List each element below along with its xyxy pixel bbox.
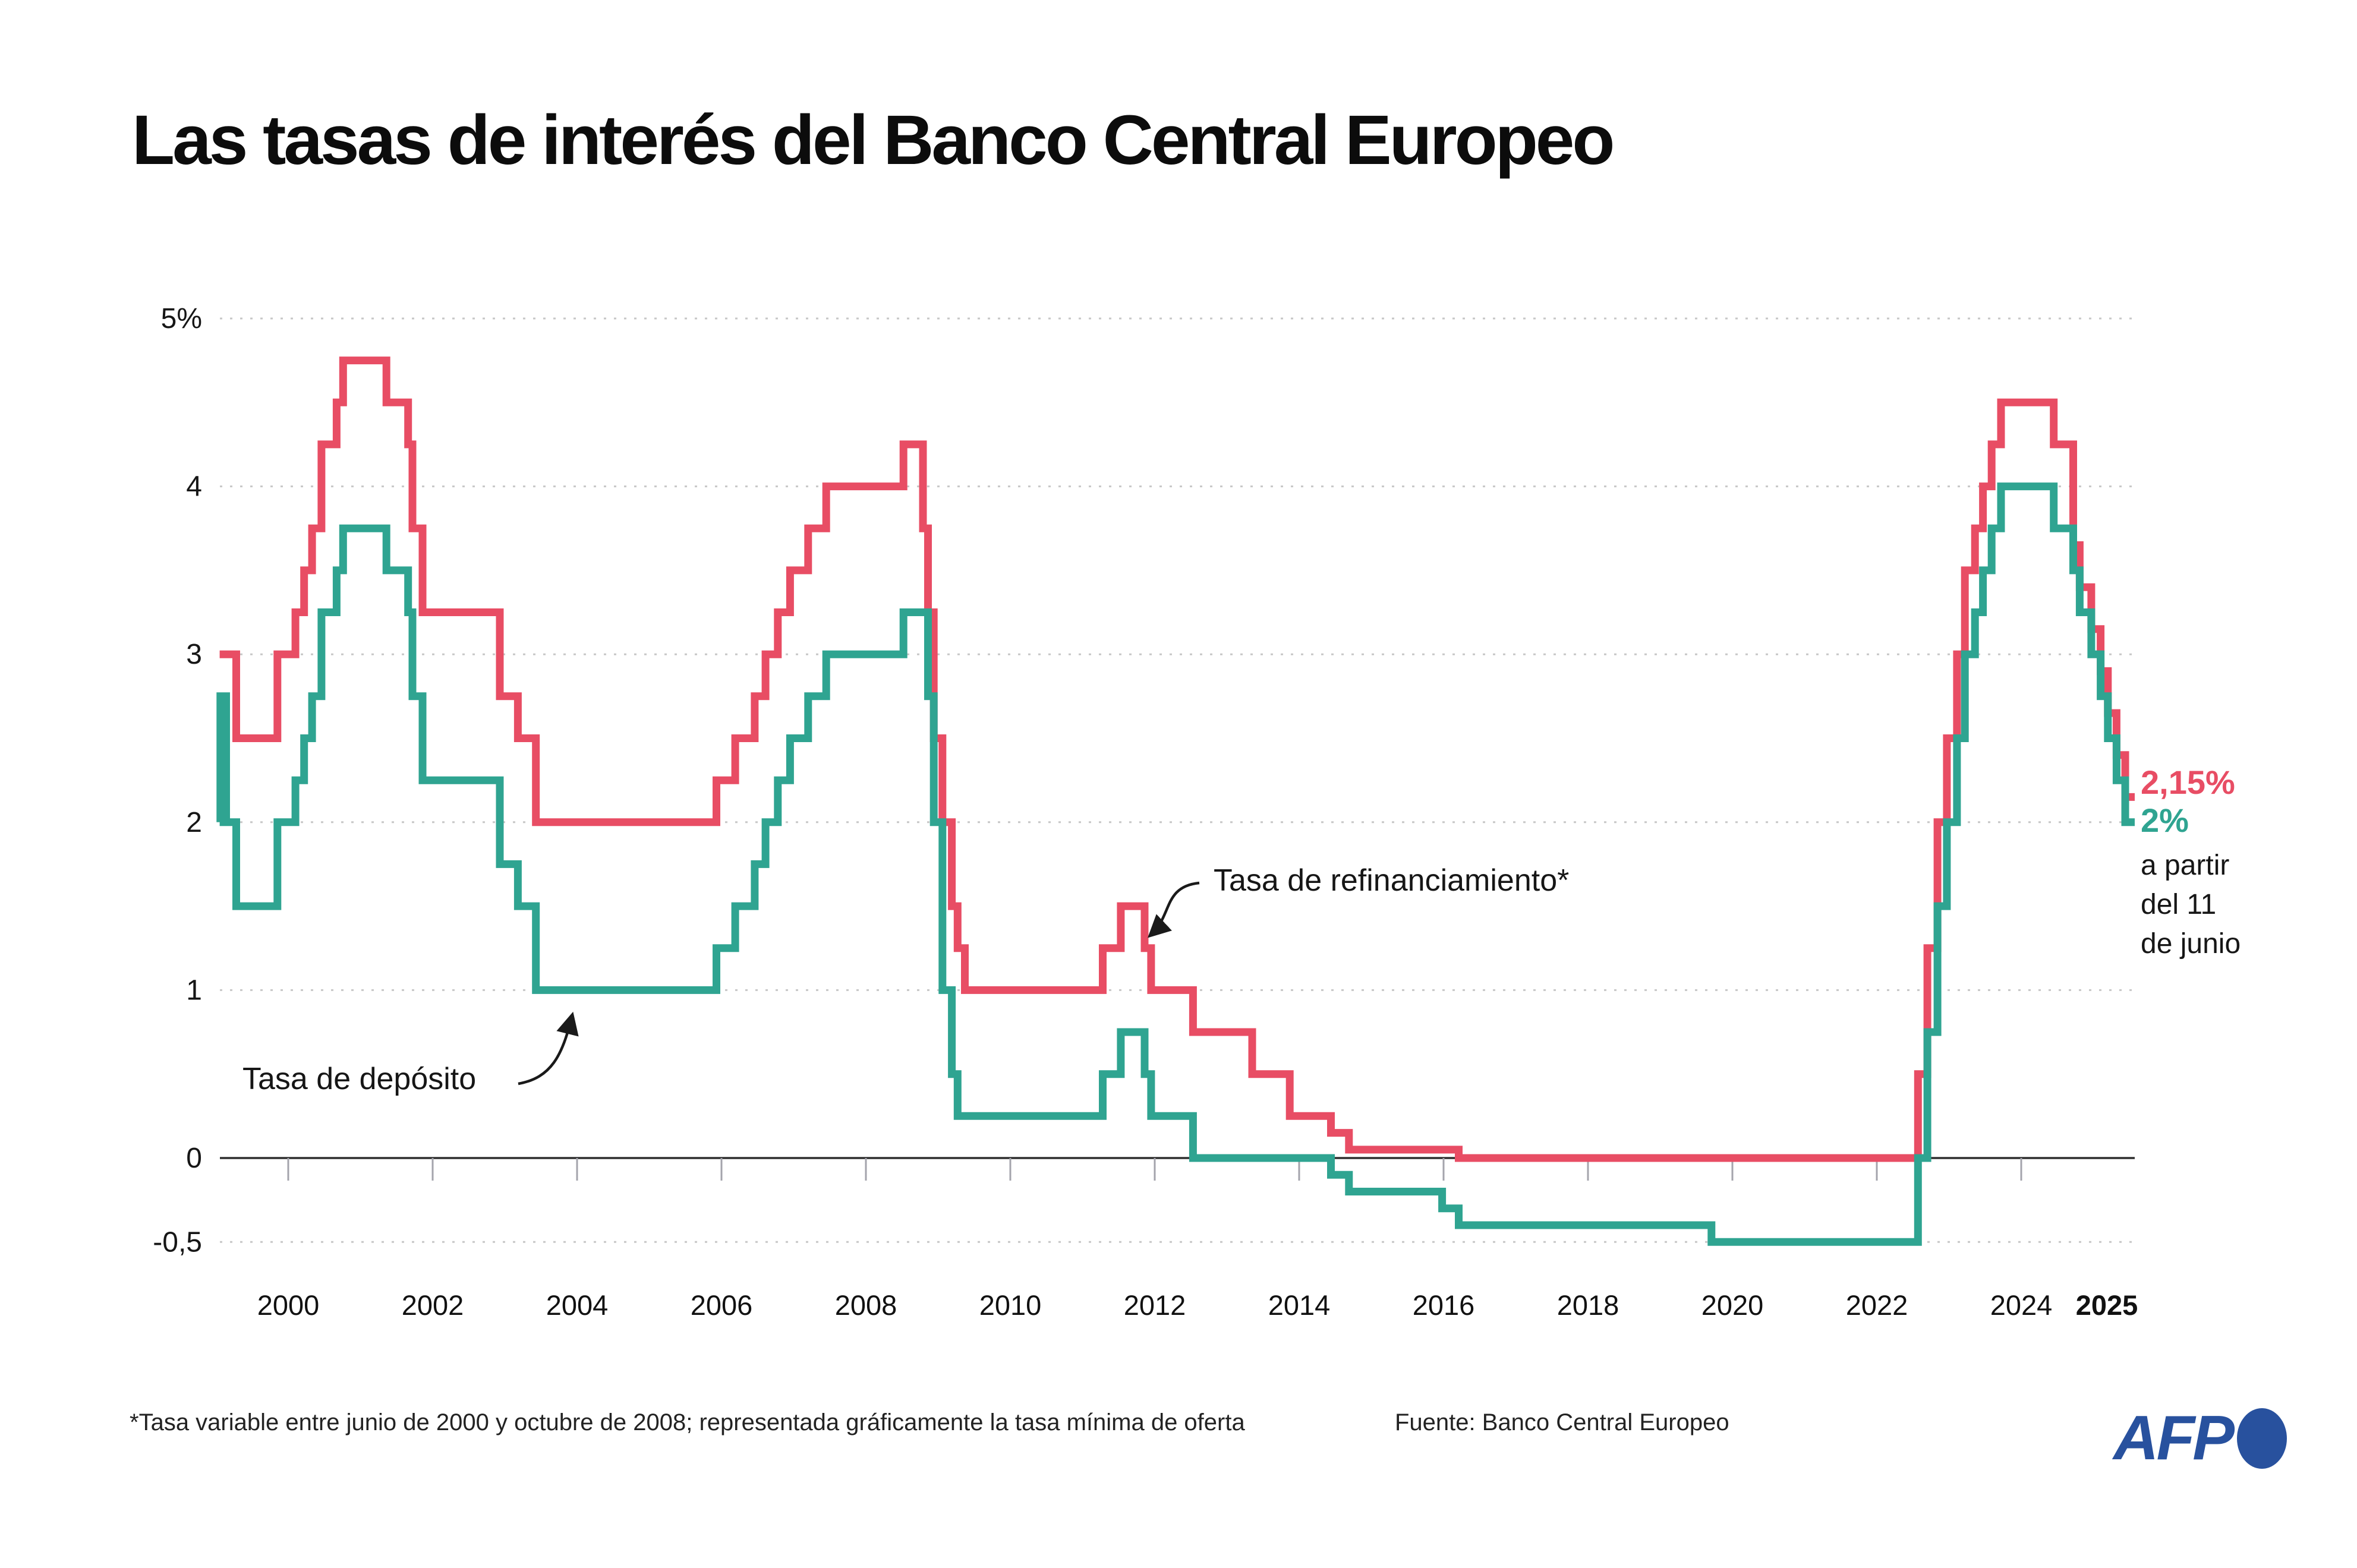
x-axis-label: 2010 (979, 1289, 1042, 1321)
axis-labels: 5% 4 3 2 1 0 -0,5 2000 2002 2004 2006 2008 2010 2012 2… (153, 303, 2138, 1321)
x-axis-label: 2016 (1413, 1289, 1475, 1321)
deposit-arrow (518, 1011, 579, 1086)
y-axis-label: 1 (186, 974, 202, 1006)
series-lines (216, 356, 2135, 1246)
effective-date-line: de junio (2141, 928, 2241, 960)
deposit-current-rate: 2% (2141, 802, 2189, 839)
effective-date-line: del 11 (2141, 889, 2217, 920)
page-title: Las tasas de interés del Banco Central E… (132, 101, 1615, 179)
effective-date-line: a partir (2141, 850, 2230, 881)
deposit-line (216, 482, 2135, 1246)
y-axis-label: 5% (161, 303, 202, 335)
afp-logo: AFP (2113, 1402, 2287, 1474)
y-axis-label: 4 (186, 471, 202, 503)
x-axis-label: 2004 (546, 1289, 609, 1321)
x-axis-label: 2022 (1846, 1289, 1908, 1321)
x-axis-label: 2000 (257, 1289, 320, 1321)
refinancing-current-rate: 2,15% (2141, 764, 2235, 801)
y-axis-label: -0,5 (153, 1226, 202, 1258)
source-credit: Fuente: Banco Central Europeo (1395, 1409, 1729, 1436)
x-axis-label: 2012 (1124, 1289, 1186, 1321)
refinancing-arrow (1148, 881, 1200, 938)
refinancing-line (219, 356, 2135, 1162)
x-axis-label: 2024 (1990, 1289, 2053, 1321)
effective-date-note: a partir del 11 de junio (2141, 846, 2241, 964)
y-axis-label: 3 (186, 639, 202, 670)
x-axis-label: 2014 (1268, 1289, 1331, 1321)
deposit-line-label: Tasa de depósito (242, 1062, 477, 1096)
footnote: *Tasa variable entre junio de 2000 y oct… (130, 1409, 1245, 1436)
x-axis-label: 2008 (835, 1289, 897, 1321)
afp-logo-circle-icon (2237, 1408, 2287, 1469)
x-axis-label: 2018 (1557, 1289, 1619, 1321)
x-axis-label: 2006 (691, 1289, 753, 1321)
annotation-arrows (518, 881, 1200, 1086)
y-axis-label: 0 (186, 1143, 202, 1174)
x-axis-label: 2020 (1701, 1289, 1764, 1321)
gridlines (220, 317, 2135, 1243)
x-axis-label: 2002 (402, 1289, 464, 1321)
y-axis-label: 2 (186, 807, 202, 838)
afp-logo-text: AFP (2113, 1403, 2235, 1473)
refinancing-line-label: Tasa de refinanciamiento* (1214, 863, 1570, 898)
x-axis-label: 2025 (2076, 1289, 2138, 1321)
